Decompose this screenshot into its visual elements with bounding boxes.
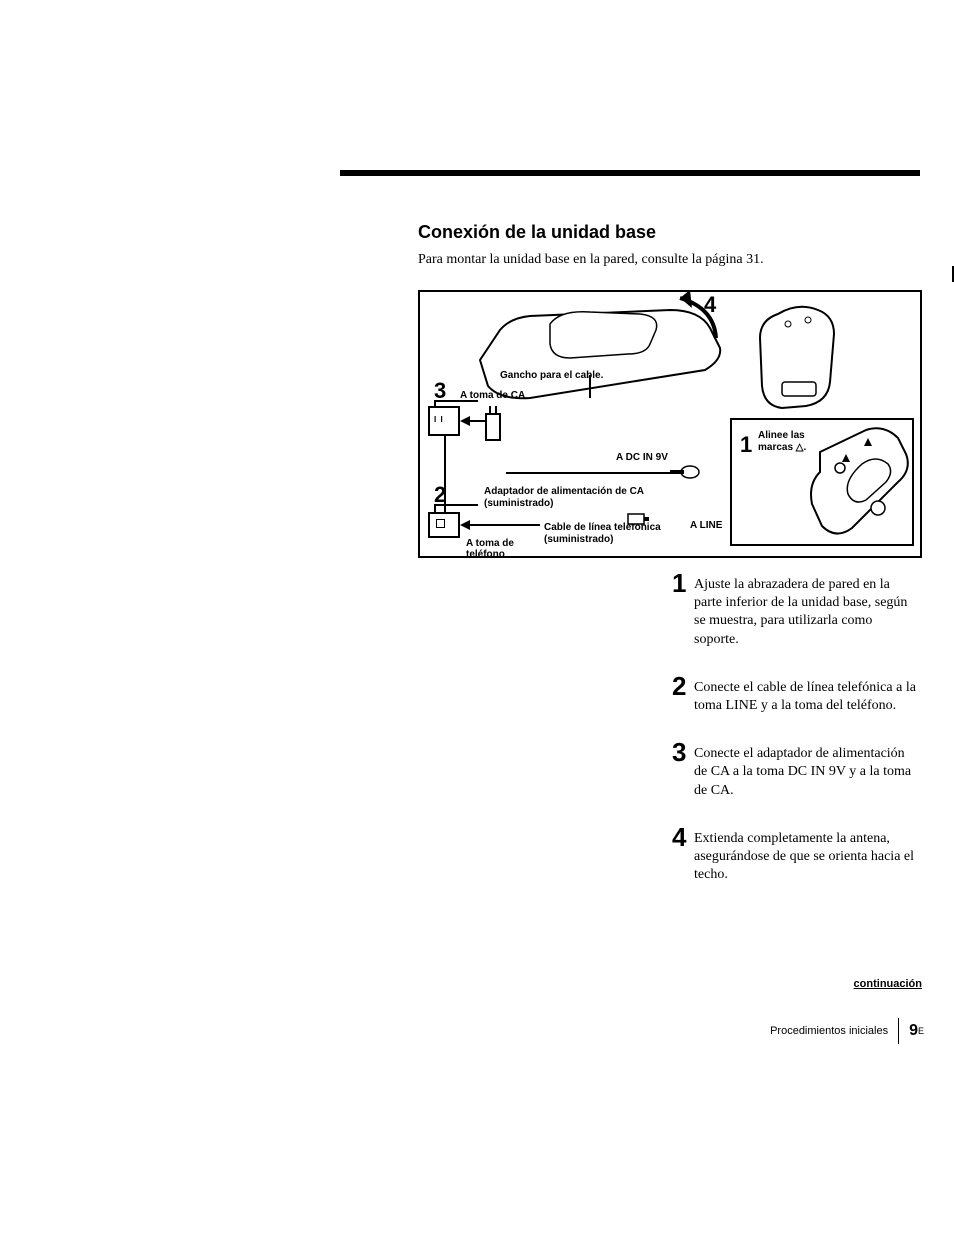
diagram-callout-1: 1 — [740, 432, 752, 458]
footer-page-number: 9 — [909, 1022, 918, 1040]
continuation-label: continuación — [854, 978, 922, 990]
page-heading: Conexión de la unidad base — [418, 222, 656, 243]
step-item: 2 Conecte el cable de línea telefónica a… — [672, 673, 920, 715]
steps-list: 1 Ajuste la abrazadera de pared en la pa… — [672, 570, 920, 908]
label-hook: Gancho para el cable. — [500, 370, 603, 382]
step-number: 4 — [672, 824, 694, 850]
diagram-callout-4: 4 — [704, 292, 716, 318]
label-phone-jack: A toma de teléfono — [466, 538, 526, 560]
top-rule — [340, 170, 920, 176]
page-footer: Procedimientos iniciales 9E — [770, 1018, 924, 1044]
step-number: 1 — [672, 570, 694, 596]
step-text: Extienda completamente la antena, asegur… — [694, 824, 920, 885]
label-ac-outlet: A toma de CA — [460, 390, 525, 402]
dc-plug-icon — [670, 464, 700, 480]
step-number: 2 — [672, 673, 694, 699]
footer-section-label: Procedimientos iniciales — [770, 1025, 888, 1037]
connection-diagram: 4 Gancho para el cable. 3 A toma de CA I… — [418, 290, 922, 558]
step-item: 1 Ajuste la abrazadera de pared en la pa… — [672, 570, 920, 649]
diagram-inner: 4 Gancho para el cable. 3 A toma de CA I… — [420, 292, 920, 556]
diagram-inset: 1 Alinee las marcas △. — [730, 418, 914, 546]
antenna-arrow — [666, 288, 726, 348]
footer-page-suffix: E — [918, 1026, 924, 1036]
label-adapter: Adaptador de alimentación de CA (suminis… — [484, 486, 664, 510]
page-subheading: Para montar la unidad base en la pared, … — [418, 252, 764, 268]
step-item: 4 Extienda completamente la antena, aseg… — [672, 824, 920, 885]
label-a-line: A LINE — [690, 520, 722, 532]
ac-socket-holes: I I — [434, 415, 444, 424]
label-dc-in: A DC IN 9V — [616, 452, 668, 464]
step-number: 3 — [672, 739, 694, 765]
step-text: Conecte el adaptador de alimentación de … — [694, 739, 920, 800]
step-text: Conecte el cable de línea telefónica a l… — [694, 673, 920, 715]
phone-jack-inner — [436, 519, 445, 528]
step-text: Ajuste la abrazadera de pared en la part… — [694, 570, 920, 649]
ac-adapter-icon — [480, 404, 506, 444]
step-item: 3 Conecte el adaptador de alimentación d… — [672, 739, 920, 800]
line-plug-icon — [626, 512, 650, 526]
page: Conexión de la unidad base Para montar l… — [0, 0, 954, 1233]
inset-drawing — [806, 424, 914, 544]
ac-outlet-icon — [428, 406, 460, 436]
handset-drawing — [748, 302, 848, 412]
footer-divider — [898, 1018, 899, 1044]
label-phone-cord: Cable de línea telefónica (suministrado) — [544, 522, 684, 546]
